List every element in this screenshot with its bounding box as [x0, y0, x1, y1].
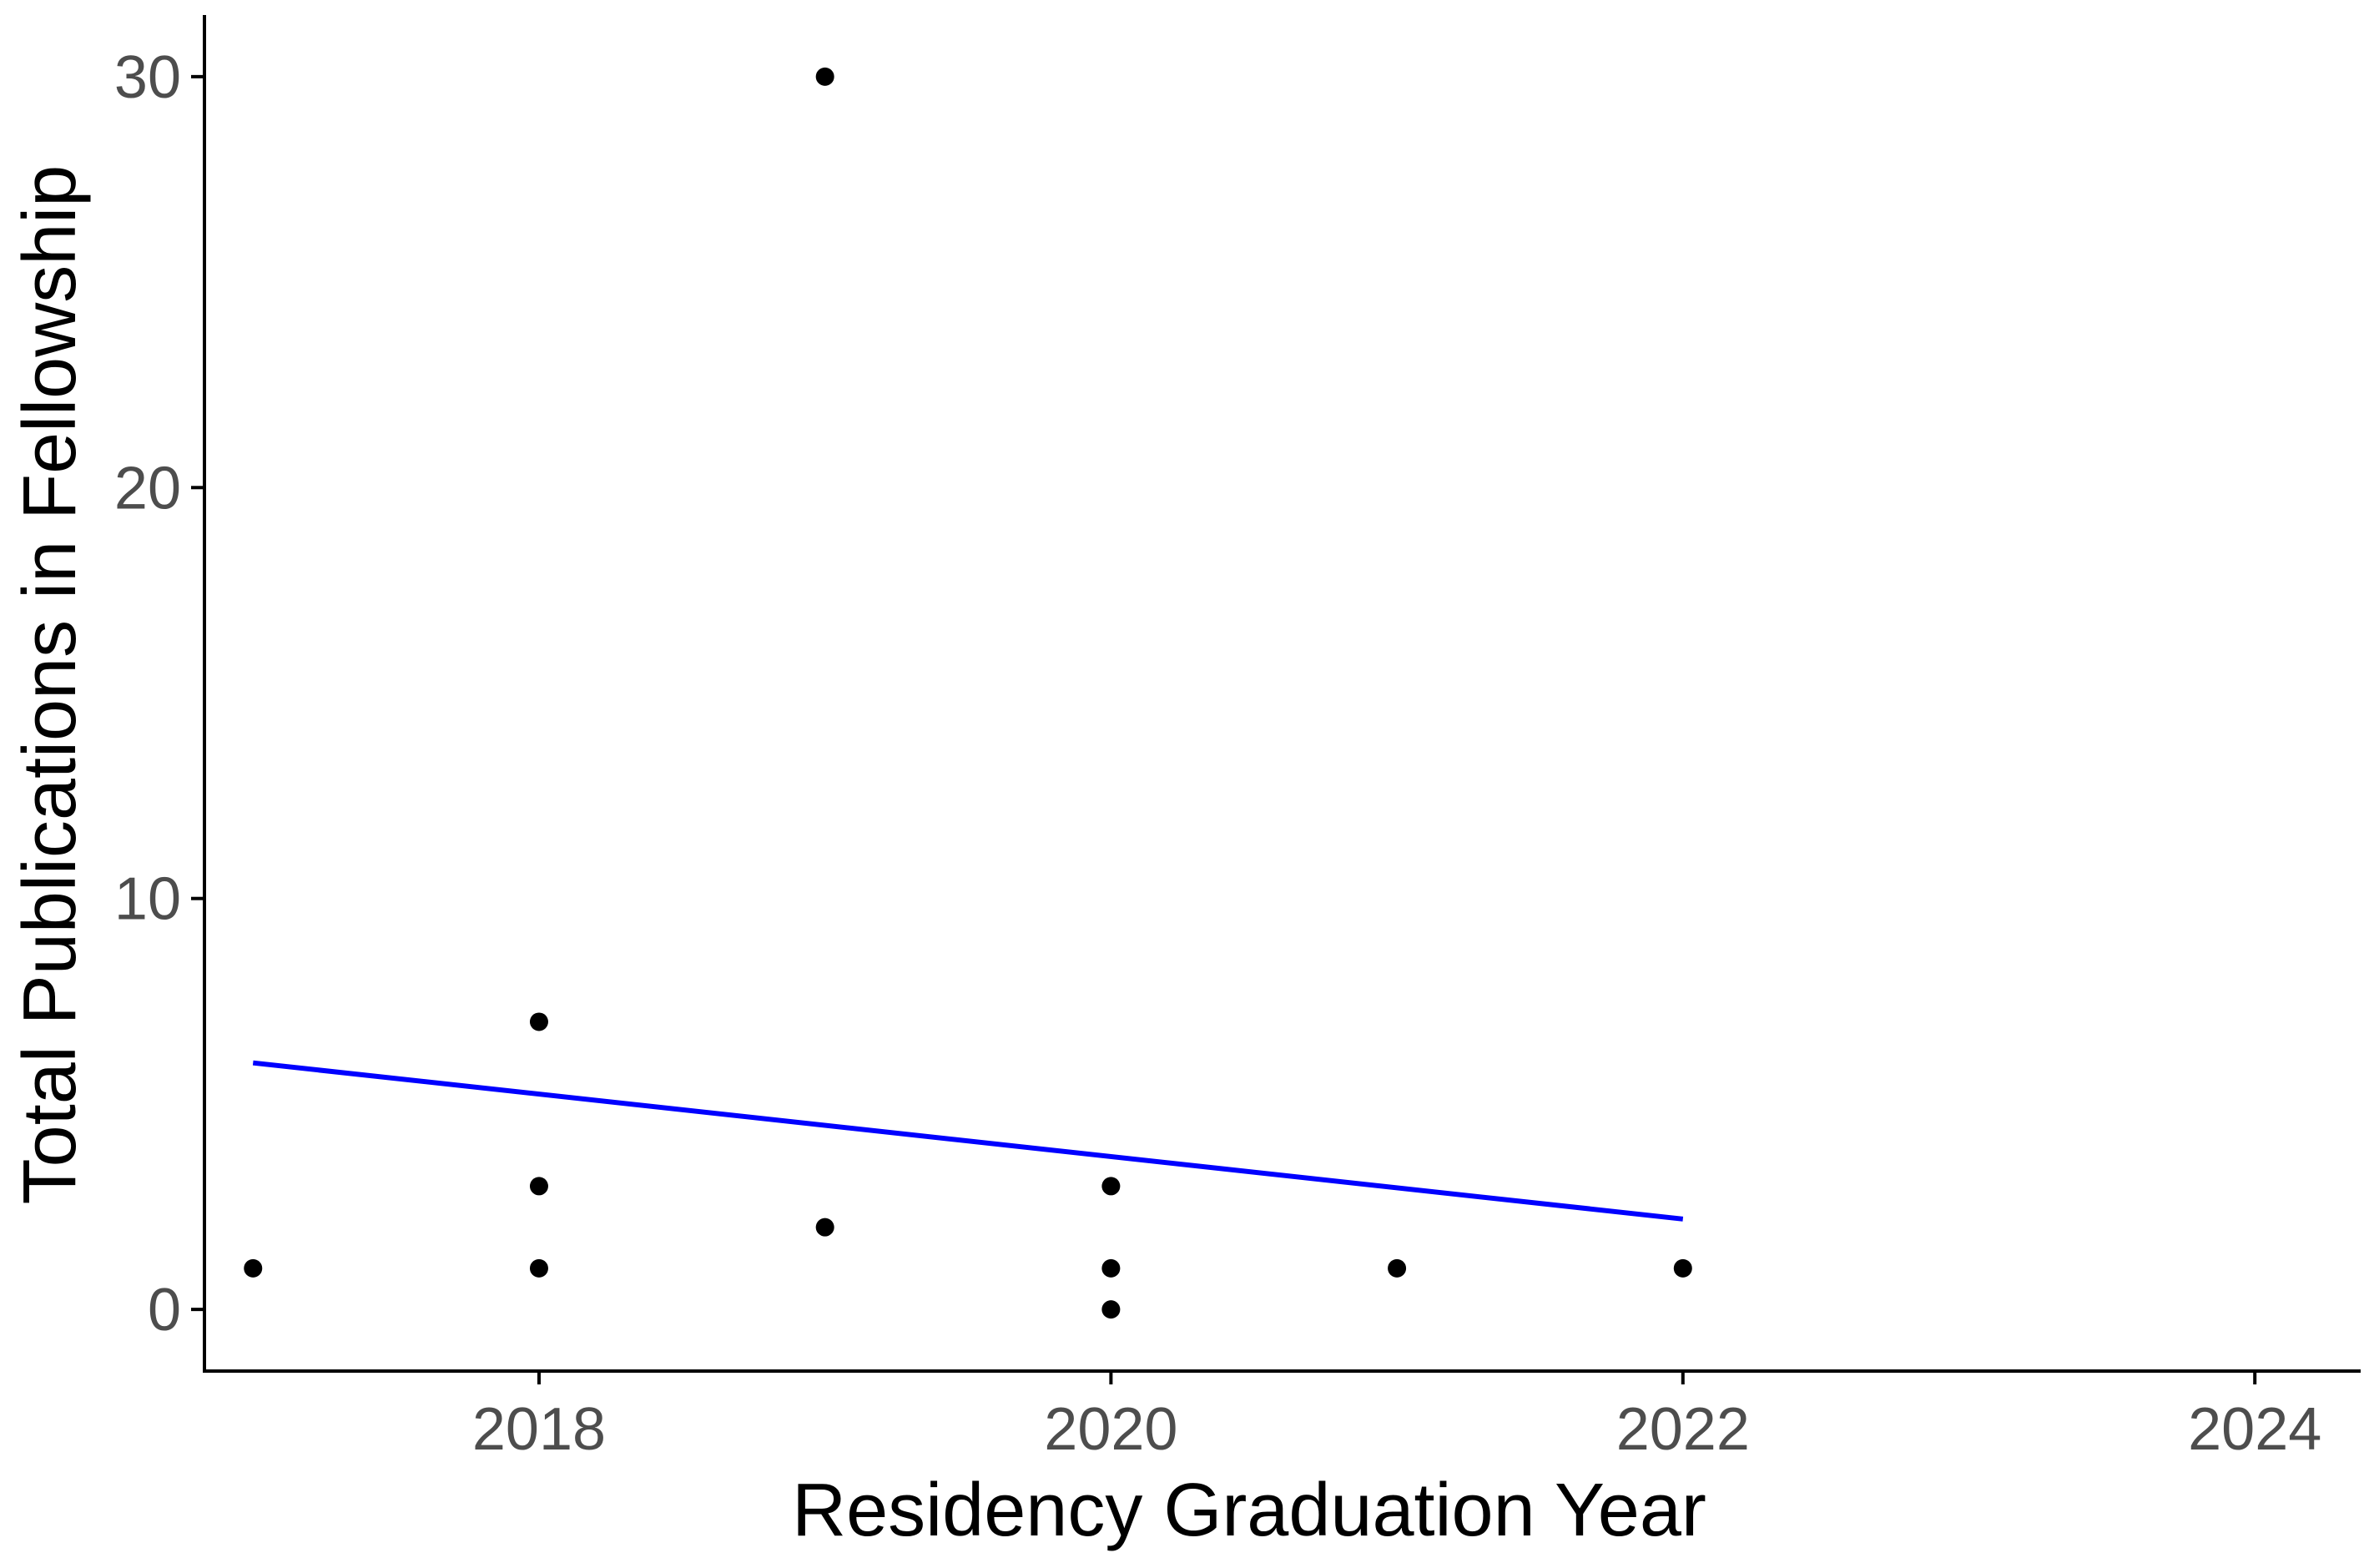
data-point — [529, 1012, 548, 1031]
x-tick-label: 2022 — [1616, 1396, 1750, 1463]
y-axis-title: Total Publications in Fellowship — [8, 165, 92, 1205]
data-point — [244, 1258, 263, 1278]
data-point — [1673, 1258, 1692, 1278]
data-point — [1101, 1300, 1121, 1319]
data-point — [529, 1177, 548, 1196]
y-tick-label: 20 — [114, 455, 181, 522]
data-point — [1388, 1258, 1407, 1278]
data-point — [1101, 1258, 1121, 1278]
data-point — [815, 67, 834, 86]
trend-line — [252, 1060, 1684, 1222]
data-point — [1101, 1177, 1121, 1196]
data-points — [244, 67, 1692, 1319]
y-tick-label: 30 — [114, 44, 181, 111]
axes: 2018 2020 2022 2024 0 10 20 30 — [114, 15, 2361, 1463]
x-tick-label: 2024 — [2188, 1396, 2321, 1463]
x-tick-label: 2020 — [1044, 1396, 1177, 1463]
trend-line-layer — [252, 1060, 1684, 1222]
y-tick-label: 10 — [114, 866, 181, 933]
data-point — [529, 1258, 548, 1278]
y-tick-label: 0 — [148, 1277, 181, 1344]
x-axis-title: Residency Graduation Year — [792, 1469, 1706, 1552]
x-tick-label: 2018 — [472, 1396, 606, 1463]
data-point — [815, 1218, 834, 1237]
